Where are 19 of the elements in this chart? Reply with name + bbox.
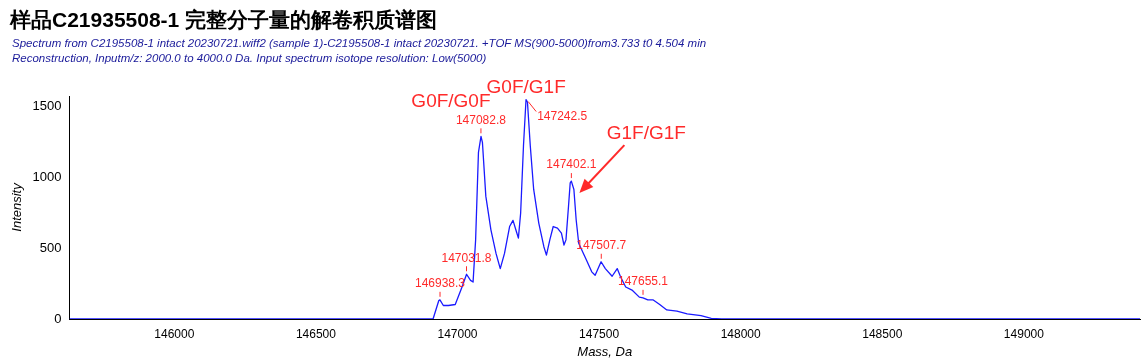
y-tick-label: 0 xyxy=(54,310,62,326)
x-tick-label: 148500 xyxy=(862,326,903,341)
annotation: G1F/G1F xyxy=(606,121,686,143)
x-tick-label: 146000 xyxy=(154,326,195,341)
x-tick-label: 146500 xyxy=(295,326,337,341)
chart-subtitle: Spectrum from C2195508-1 intact 20230721.wiff2 (sample 1)-C2195508-1 intact 20230721. +TOF MS(900-5000)from3.733 t0 4.504 min Reconstruction, Inputm/z: 2000.0 to 4000.0 Da. Input spectrum isotope resolution: Low(5000) xyxy=(12,36,708,66)
annotation: 147402.1 xyxy=(546,157,597,172)
x-tick-label: 148000 xyxy=(720,326,762,341)
x-tick-label: 149000 xyxy=(1003,326,1045,341)
y-axis-title: Intensity xyxy=(9,181,25,232)
y-tick-label: 500 xyxy=(39,239,62,255)
chart-title: 样品C21935508-1 完整分子量的解卷积质谱图 xyxy=(10,7,439,33)
x-tick-label: 147500 xyxy=(579,326,620,341)
y-tick-label: 1000 xyxy=(32,168,62,184)
y-tick-label: 1500 xyxy=(32,97,62,113)
x-axis-title: Mass, Da xyxy=(577,343,633,359)
x-tick-label: 147000 xyxy=(437,326,478,341)
annotation: 147082.8 xyxy=(455,112,507,127)
annotation: 147242.5 xyxy=(537,108,588,123)
